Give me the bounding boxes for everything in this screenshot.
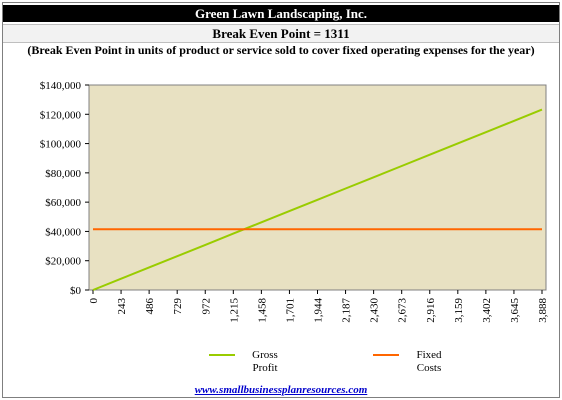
y-tick-label: $100,000 — [40, 139, 82, 151]
x-tick-label: 3,888 — [537, 298, 549, 323]
break-even-chart: $0 $20,000 $40,000 $60,000 $80,000 $100,000 $1… — [40, 80, 549, 323]
x-tick-label: 729 — [172, 298, 184, 315]
y-tick-label: $120,000 — [40, 109, 82, 121]
y-tick-label: $40,000 — [45, 226, 81, 238]
fixed-costs-swatch — [373, 354, 399, 356]
gross-profit-line — [92, 108, 543, 291]
x-tick-label: 486 — [144, 298, 156, 315]
series-lines — [92, 108, 543, 291]
x-tick-label: 243 — [116, 298, 128, 315]
gross-profit-legend-line1: Gross — [252, 349, 278, 361]
x-tick-label: 3,159 — [453, 298, 465, 323]
y-tick-label: $20,000 — [45, 256, 81, 268]
x-tick-label: 972 — [200, 298, 212, 315]
x-tick-label: 3,645 — [509, 298, 521, 323]
y-tick-label: $140,000 — [40, 80, 82, 92]
x-tick-label: 1,215 — [228, 298, 240, 323]
x-tick-label: 1,701 — [284, 298, 296, 323]
chart-subtitle: (Break Even Point in units of product or… — [27, 43, 535, 57]
gross-profit-legend-line2: Profit — [252, 362, 278, 374]
x-tick-label: 1,458 — [256, 298, 268, 323]
x-tick-label: 2,187 — [341, 298, 353, 323]
website-link[interactable]: www.smallbusinessplanresources.com — [194, 384, 368, 396]
fixed-costs-legend-line1: Fixed — [416, 349, 442, 361]
gross-profit-swatch — [209, 354, 235, 356]
company-title: Green Lawn Landscaping, Inc. — [3, 5, 559, 22]
x-tick-label: 2,673 — [397, 298, 409, 323]
x-axis: 0 243 486 729 972 1,215 1,458 1,701 1,944 2,187 2,… — [88, 290, 549, 323]
x-tick-label: 3,402 — [481, 298, 493, 323]
x-tick-label: 1,944 — [313, 298, 325, 323]
plot-area — [88, 84, 547, 291]
x-tick-label: 2,916 — [425, 298, 437, 323]
y-tick-label: $0 — [70, 285, 82, 297]
break-even-title: Break Even Point = 1311 — [3, 24, 559, 43]
footer-link-wrapper: www.smallbusinessplanresources.com — [3, 384, 559, 396]
y-tick-label: $80,000 — [45, 168, 81, 180]
x-tick-label: 0 — [88, 298, 100, 304]
fixed-costs-legend-line2: Costs — [416, 362, 442, 374]
x-tick-label: 2,430 — [369, 298, 381, 323]
y-tick-label: $60,000 — [45, 197, 81, 209]
y-axis: $0 $20,000 $40,000 $60,000 $80,000 $100,000 $1… — [40, 80, 89, 297]
